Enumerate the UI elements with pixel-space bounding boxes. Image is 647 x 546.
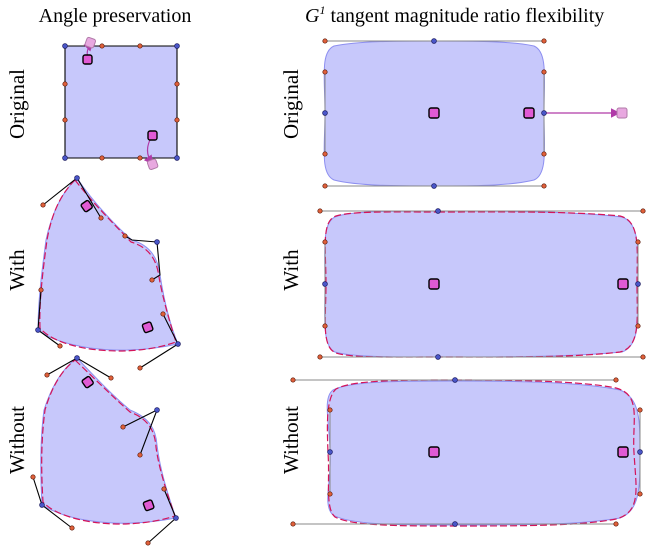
handle-square[interactable]	[523, 107, 535, 119]
tangent-points	[38, 202, 166, 371]
row-label-original-left: Original	[5, 69, 29, 139]
tangent-points	[317, 208, 646, 360]
title-g1-superscript: 1	[319, 3, 325, 17]
target-curve	[41, 359, 176, 525]
panel-right-with	[317, 208, 646, 360]
panel-right-original	[322, 38, 628, 189]
rounded-shape	[326, 380, 641, 526]
handle-square[interactable]	[80, 199, 93, 213]
handle-square[interactable]	[147, 130, 158, 141]
ghost-handle	[84, 36, 97, 49]
target-curve	[326, 379, 637, 527]
deformed-shape	[40, 357, 177, 524]
row-label-without-right: Without	[279, 406, 303, 474]
handle-square[interactable]	[428, 446, 440, 458]
handle-square[interactable]	[141, 321, 154, 334]
handle-square[interactable]	[428, 278, 440, 290]
anchor-points	[322, 38, 547, 189]
handle-square[interactable]	[617, 446, 629, 458]
anchor-points	[35, 175, 181, 347]
panel-left-without	[30, 355, 179, 546]
square-shape	[64, 45, 178, 159]
rounded-shape	[324, 210, 639, 358]
anchor-points	[62, 43, 180, 161]
handle-square[interactable]	[428, 107, 440, 119]
title-angle-preservation: Angle preservation	[39, 5, 192, 27]
tangent-points	[62, 43, 180, 161]
panel-left-original	[62, 36, 180, 171]
tangent-points	[30, 372, 167, 546]
title-g1-rest: tangent magnitude ratio flexibility	[325, 5, 604, 27]
title-g1-flexibility: G1 tangent magnitude ratio flexibility	[305, 3, 604, 27]
ghost-handle	[616, 107, 628, 119]
handle-square[interactable]	[82, 54, 93, 65]
anchor-points	[39, 355, 179, 521]
anchor-points	[322, 208, 641, 360]
panel-left-with	[35, 175, 181, 371]
panel-right-without	[290, 377, 643, 527]
row-label-original-right: Original	[279, 69, 303, 139]
deformed-shape	[37, 177, 179, 351]
ghost-handle	[146, 158, 159, 171]
handle-square[interactable]	[81, 375, 94, 389]
anchor-points	[327, 377, 643, 527]
handle-square[interactable]	[617, 278, 629, 290]
row-label-without-left: Without	[5, 406, 29, 474]
title-g1-letter: G	[305, 5, 320, 27]
tangent-points	[290, 377, 643, 527]
row-label-with-right: With	[279, 249, 303, 291]
row-label-with-left: With	[5, 249, 29, 291]
target-curve	[39, 179, 177, 352]
tangent-points	[322, 38, 547, 189]
handle-square[interactable]	[142, 499, 155, 512]
